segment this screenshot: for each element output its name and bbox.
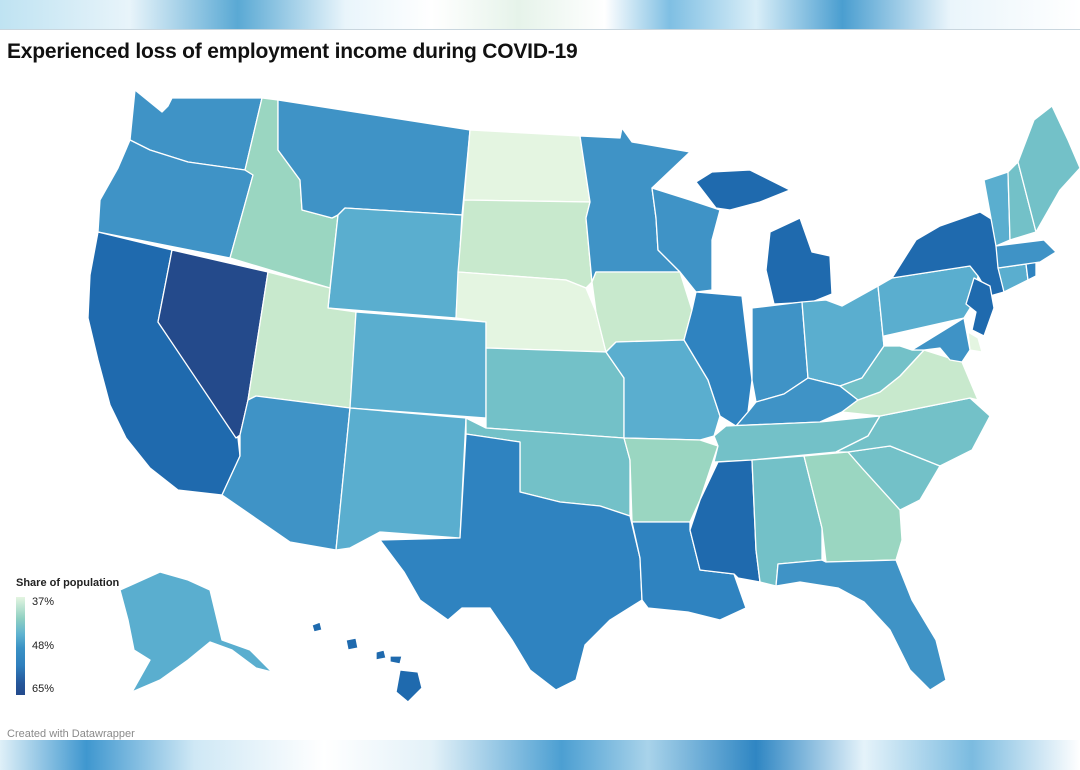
state-new-mexico bbox=[335, 407, 467, 551]
state-kansas bbox=[485, 347, 625, 439]
state-rhode-island bbox=[1025, 261, 1037, 281]
state-wisconsin bbox=[651, 187, 721, 293]
map-title: Experienced loss of employment income du… bbox=[7, 40, 578, 63]
legend-label-max: 65% bbox=[32, 683, 55, 695]
legend-title: Share of population bbox=[16, 577, 120, 589]
state-michigan bbox=[695, 169, 833, 305]
state-texas bbox=[379, 433, 643, 691]
legend-label-min: 37% bbox=[32, 596, 55, 608]
state-new-jersey bbox=[965, 277, 995, 337]
credit-text: Created with Datawrapper bbox=[7, 728, 135, 740]
state-connecticut bbox=[997, 263, 1029, 293]
state-maine bbox=[1017, 105, 1080, 233]
state-hawaii bbox=[311, 621, 423, 703]
bottom-photo-strip bbox=[0, 740, 1080, 770]
legend-label-mid: 48% bbox=[32, 640, 55, 652]
top-photo-strip bbox=[0, 0, 1080, 30]
state-maryland bbox=[911, 317, 971, 363]
state-colorado bbox=[349, 311, 487, 419]
state-wyoming bbox=[327, 207, 463, 319]
state-missouri bbox=[605, 339, 721, 441]
state-north-carolina bbox=[835, 397, 991, 467]
state-west-virginia bbox=[839, 345, 925, 401]
state-alaska bbox=[119, 571, 273, 693]
state-massachusetts bbox=[995, 239, 1057, 269]
map-legend: Share of population 37% 48% 65% bbox=[16, 577, 136, 697]
legend-color-scale bbox=[16, 597, 25, 695]
state-arkansas bbox=[623, 437, 719, 523]
top-divider bbox=[0, 29, 1080, 30]
state-montana bbox=[277, 99, 471, 219]
state-illinois bbox=[683, 291, 753, 427]
state-florida bbox=[775, 559, 947, 691]
us-choropleth-map bbox=[87, 89, 1080, 703]
state-north-dakota bbox=[463, 129, 591, 203]
